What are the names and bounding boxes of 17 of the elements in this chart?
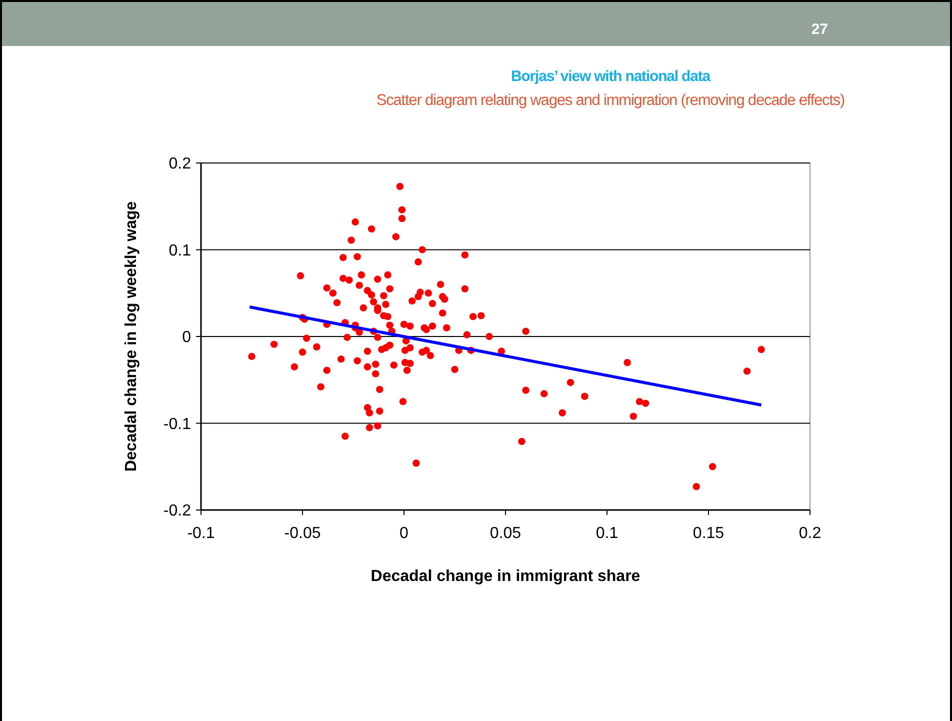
x-tick-label: 0.1 xyxy=(596,525,618,542)
y-tick-label: 0.1 xyxy=(168,242,192,260)
x-tick-label: 0.15 xyxy=(692,525,724,542)
y-tick-label: -0.1 xyxy=(163,416,192,433)
x-axis-title: Decadal change in immigrant share xyxy=(370,568,640,585)
x-tick-label: -0.05 xyxy=(284,525,321,542)
x-tick-label: 0.2 xyxy=(798,525,822,542)
y-tick-label: 0.2 xyxy=(168,156,192,173)
x-tick-label: 0 xyxy=(400,525,409,542)
chart-title: Borjas’ view with national data xyxy=(511,68,712,85)
y-tick-label: -0.2 xyxy=(163,502,192,520)
y-axis-title: Decadal change in log weekly wage xyxy=(123,201,140,472)
text: 27 xyxy=(811,21,828,38)
y-tick-label: 0 xyxy=(182,329,192,346)
x-tick-label: -0.1 xyxy=(187,525,215,542)
x-tick-label: 0.05 xyxy=(490,525,522,542)
chart-subtitle: Scatter diagram relating wages and immigration (removing decade effects) xyxy=(376,92,846,109)
